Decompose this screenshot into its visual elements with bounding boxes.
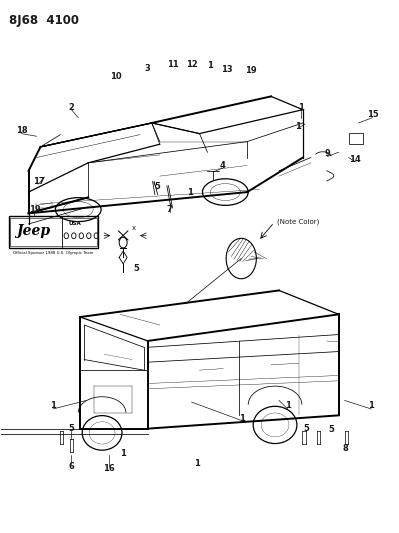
Text: 5: 5 bbox=[69, 424, 74, 433]
Text: 8J68  4100: 8J68 4100 bbox=[9, 14, 79, 27]
Text: x: x bbox=[132, 225, 136, 231]
Text: 12: 12 bbox=[186, 60, 198, 69]
Text: 1: 1 bbox=[194, 459, 200, 467]
Text: 8: 8 bbox=[343, 444, 349, 453]
Text: 1: 1 bbox=[120, 449, 126, 458]
Text: 13: 13 bbox=[221, 66, 232, 74]
Text: 4: 4 bbox=[219, 161, 225, 170]
Text: 1: 1 bbox=[239, 414, 245, 423]
Text: 5: 5 bbox=[303, 424, 309, 433]
Text: 1: 1 bbox=[285, 401, 291, 410]
Bar bbox=[349, 133, 363, 144]
Text: 6: 6 bbox=[69, 463, 74, 471]
Text: 5: 5 bbox=[133, 264, 139, 272]
Text: 1: 1 bbox=[368, 401, 374, 410]
Text: 1: 1 bbox=[50, 401, 56, 410]
Text: 19: 19 bbox=[29, 205, 40, 214]
Text: 11: 11 bbox=[167, 60, 178, 69]
Text: 15: 15 bbox=[367, 110, 378, 119]
Text: 1: 1 bbox=[187, 188, 193, 197]
Text: 16: 16 bbox=[103, 464, 115, 473]
Text: 7: 7 bbox=[167, 205, 172, 214]
Text: 1: 1 bbox=[295, 122, 301, 131]
Text: 2: 2 bbox=[69, 102, 74, 111]
Text: 17: 17 bbox=[33, 177, 44, 186]
Text: 19: 19 bbox=[245, 67, 257, 75]
Text: 5: 5 bbox=[328, 425, 334, 434]
Text: 1: 1 bbox=[298, 102, 304, 111]
Text: 18: 18 bbox=[16, 126, 27, 135]
Bar bbox=[10, 217, 97, 246]
Bar bbox=[9, 216, 98, 248]
Text: 3: 3 bbox=[145, 64, 151, 73]
Text: 9: 9 bbox=[325, 149, 330, 158]
Text: 10: 10 bbox=[110, 71, 122, 80]
Text: (Note Color): (Note Color) bbox=[277, 218, 320, 224]
Text: Jeep: Jeep bbox=[17, 224, 51, 238]
Text: 14: 14 bbox=[350, 155, 361, 164]
Text: USA: USA bbox=[69, 222, 81, 227]
Text: 5: 5 bbox=[154, 182, 160, 191]
Text: Official Sponsor 1988 U.S. Olympic Team: Official Sponsor 1988 U.S. Olympic Team bbox=[13, 251, 94, 255]
Text: 1: 1 bbox=[207, 61, 213, 70]
